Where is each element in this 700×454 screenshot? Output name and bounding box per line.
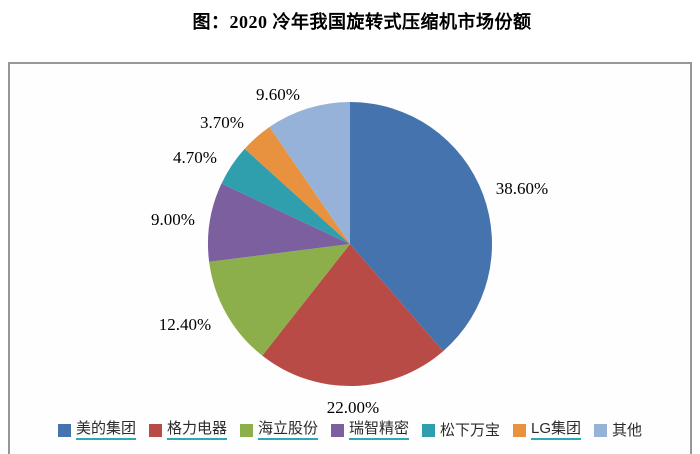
pie-label-lg-group: 3.70% xyxy=(200,113,244,132)
chart-legend: 美的集团 格力电器 海立股份 瑞智精密 松下万宝 LG集团 其他 xyxy=(10,419,690,441)
legend-label-highly-link[interactable]: 海立股份 xyxy=(257,420,318,440)
pie-label-rechi: 9.00% xyxy=(151,210,195,229)
legend-swatch-gree xyxy=(148,423,162,437)
chart-panel: 38.60% 22.00% 12.40% 9.00% 4.70% 3.70% 9.60% 美… xyxy=(8,62,692,454)
legend-item-highly: 海立股份 xyxy=(239,420,318,440)
pie-slice-others xyxy=(269,102,350,244)
legend-item-rechi: 瑞智精密 xyxy=(330,420,409,440)
pie-chart xyxy=(207,102,493,387)
legend-swatch-highly xyxy=(239,423,253,437)
pie-label-gree: 22.00% xyxy=(326,398,380,417)
pie-label-panasonic-wanbao: 4.70% xyxy=(173,148,217,167)
legend-label-lg-group-link[interactable]: LG集团 xyxy=(531,420,582,440)
legend-swatch-midea xyxy=(57,423,71,437)
pie-slice-gree xyxy=(262,244,444,387)
pie-slice-midea xyxy=(350,102,493,352)
legend-label-gree-link[interactable]: 格力电器 xyxy=(166,420,227,440)
pie-slice-panasonic-wanbao xyxy=(221,148,350,244)
legend-label-panasonic-wanbao: 松下万宝 xyxy=(440,421,501,439)
pie-label-others: 9.60% xyxy=(256,85,300,104)
chart-title: 图：2020 冷年我国旋转式压缩机市场份额 xyxy=(192,12,532,32)
legend-item-others: 其他 xyxy=(594,422,642,439)
legend-item-midea: 美的集团 xyxy=(57,420,136,440)
pie-label-midea: 38.60% xyxy=(495,179,549,198)
legend-swatch-others xyxy=(594,423,608,437)
legend-swatch-lg-group xyxy=(513,423,527,437)
legend-label-rechi-link[interactable]: 瑞智精密 xyxy=(348,420,409,440)
legend-item-panasonic-wanbao: 松下万宝 xyxy=(422,422,500,439)
legend-item-lg-group: LG集团 xyxy=(513,420,582,440)
legend-swatch-rechi xyxy=(330,423,344,437)
pie-slice-rechi xyxy=(207,183,350,262)
legend-swatch-panasonic-wanbao xyxy=(422,423,435,437)
legend-label-others: 其他 xyxy=(612,421,643,439)
legend-label-midea-link[interactable]: 美的集团 xyxy=(75,420,136,440)
legend-item-gree: 格力电器 xyxy=(148,420,227,440)
pie-label-highly: 12.40% xyxy=(158,315,212,334)
pie-slice-lg-group xyxy=(244,127,350,244)
pie-slice-highly xyxy=(209,244,350,356)
